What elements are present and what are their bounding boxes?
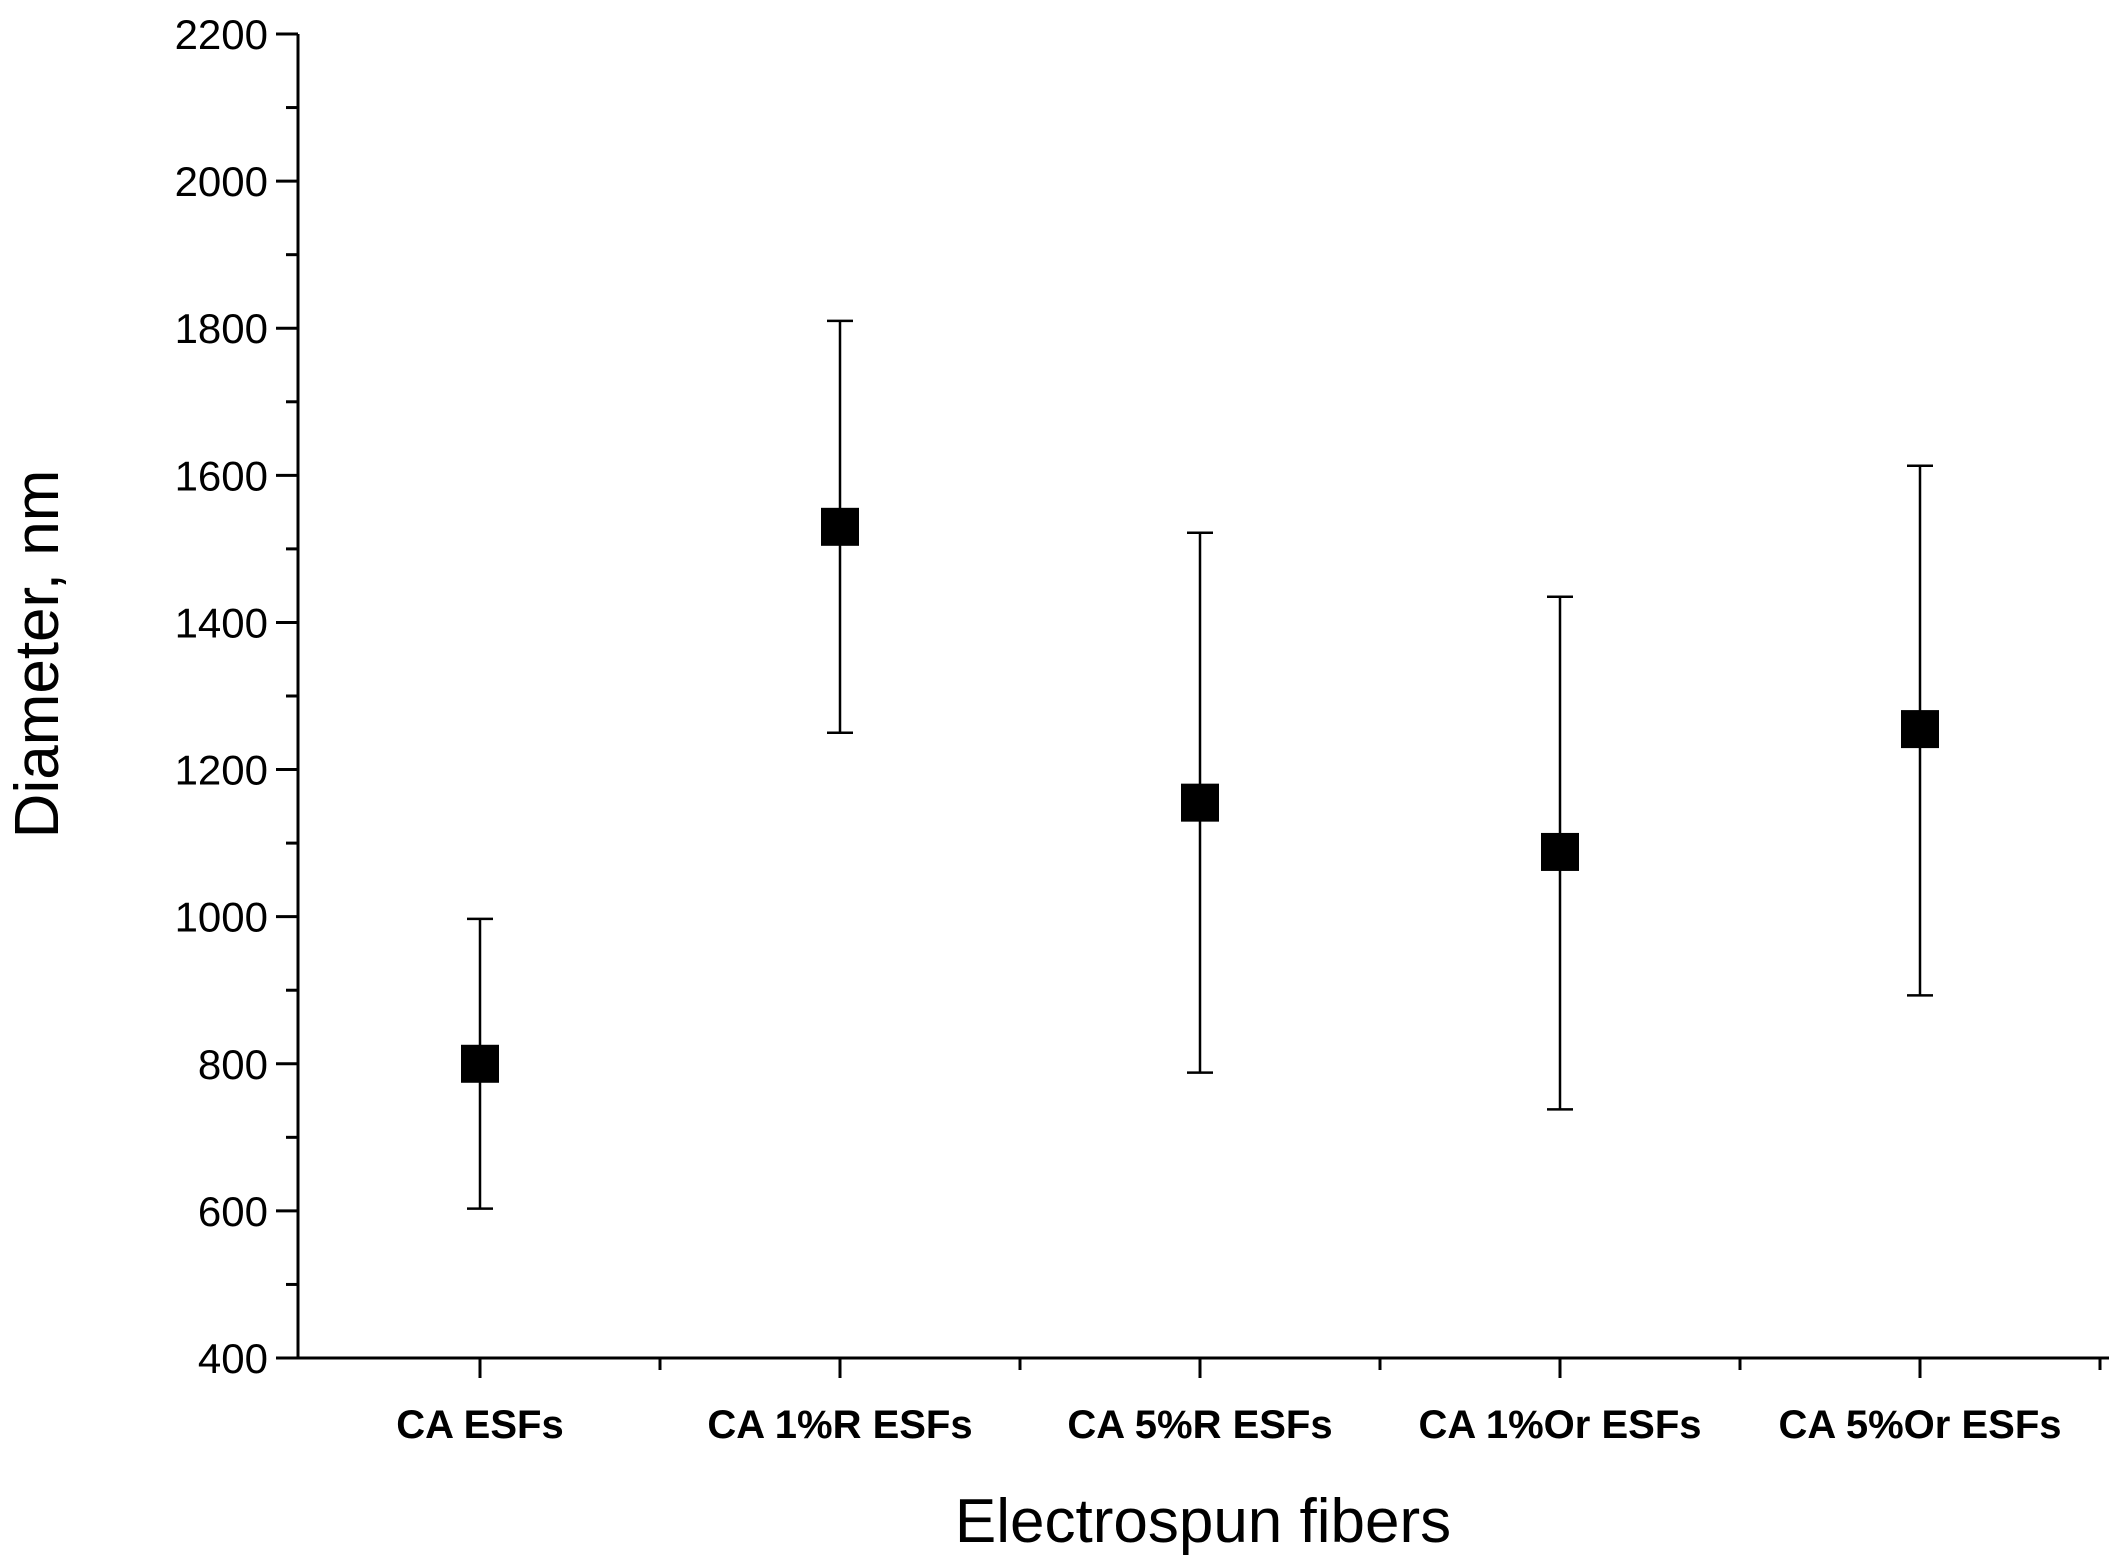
data-point (821, 507, 859, 546)
y-tick-label: 400 (198, 1335, 268, 1382)
data-points (461, 507, 1939, 1083)
x-tick-label: CA ESFs (396, 1403, 563, 1447)
error-bars (467, 319, 1933, 1210)
y-tick-label: 1600 (175, 452, 268, 499)
x-tick-label: CA 5%R ESFs (1067, 1403, 1332, 1447)
y-axis-title: Diameter, nm (3, 470, 72, 839)
data-point (1181, 783, 1219, 822)
y-tick-label: 1800 (175, 305, 268, 352)
x-tick-label: CA 1%Or ESFs (1418, 1403, 1701, 1447)
y-tick-label: 2000 (175, 158, 268, 205)
y-tick-label: 1200 (175, 747, 268, 794)
y-tick-label: 800 (198, 1041, 268, 1088)
y-tick-label: 2200 (175, 11, 268, 58)
y-tick-label: 600 (198, 1188, 268, 1235)
y-tick-label: 1400 (175, 599, 268, 646)
x-axis-title: Electrospun fibers (955, 1487, 1451, 1556)
x-tick-label: CA 1%R ESFs (707, 1403, 972, 1447)
y-tick-label: 1000 (175, 894, 268, 941)
x-tick-label: CA 5%Or ESFs (1778, 1403, 2061, 1447)
data-point (1901, 710, 1939, 749)
plot-area: 400 600 800 1000 1200 1400 1600 1800 2000 2200 CA… (175, 11, 2109, 1447)
data-point (1541, 832, 1579, 871)
x-ticks: CA ESFs CA 1%R ESFs CA 5%R ESFs CA 1%Or ESF… (396, 1358, 2102, 1447)
y-ticks: 400 600 800 1000 1200 1400 1600 1800 2000 2200 (175, 11, 298, 1382)
data-point (461, 1044, 499, 1083)
